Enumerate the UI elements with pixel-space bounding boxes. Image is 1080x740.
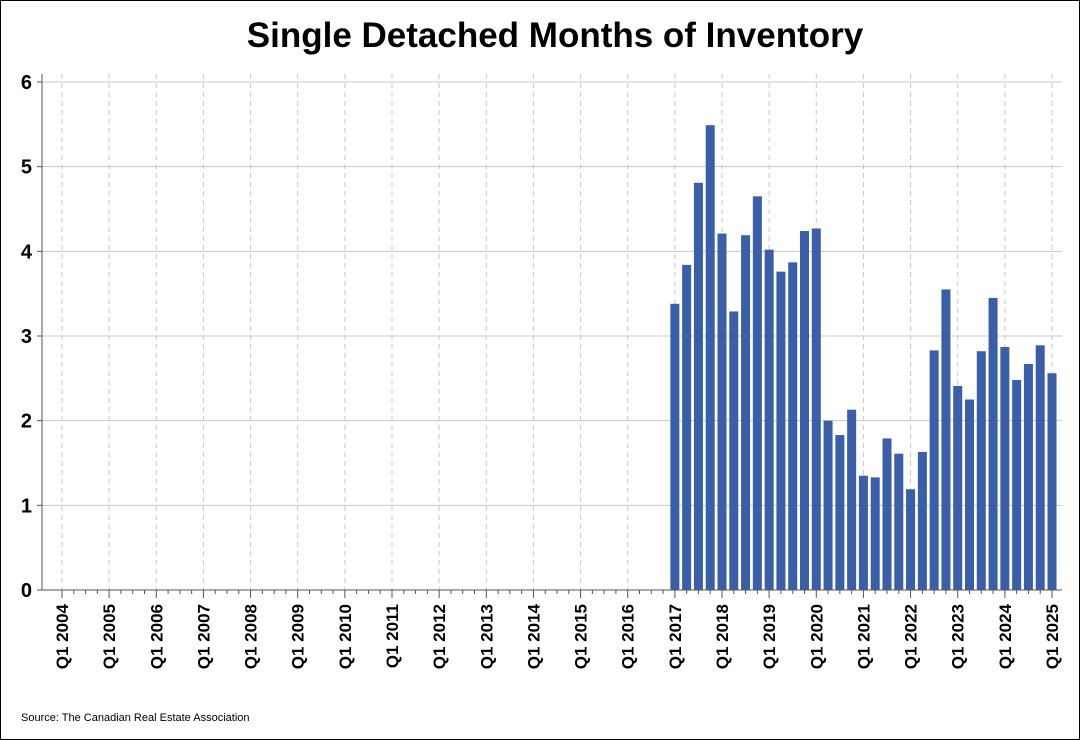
x-tick-label: Q1 2018 (713, 604, 732, 669)
x-tick-label: Q1 2008 (242, 604, 261, 669)
bar (894, 453, 904, 590)
chart-title: Single Detached Months of Inventory (246, 16, 864, 55)
bar (1023, 363, 1033, 590)
bar (847, 409, 857, 590)
x-tick-label: Q1 2025 (1043, 604, 1062, 669)
bar (717, 233, 727, 590)
x-tick-label: Q1 2022 (902, 604, 921, 669)
y-tick-label: 0 (21, 580, 32, 602)
bar (729, 311, 739, 590)
y-tick-label: 5 (21, 157, 32, 179)
bar (906, 489, 916, 590)
bar (965, 399, 974, 590)
bar (811, 228, 821, 590)
bar (1035, 345, 1045, 590)
x-tick-label: Q1 2015 (572, 604, 591, 669)
bar (752, 196, 762, 591)
bar (788, 262, 798, 590)
bar (776, 271, 786, 590)
bar (1000, 347, 1010, 590)
y-tick-label: 4 (21, 241, 33, 263)
bar (870, 477, 880, 590)
bar (1012, 380, 1022, 590)
y-tick-label: 2 (21, 411, 32, 433)
x-tick-label: Q1 2012 (430, 604, 449, 669)
x-tick-label: Q1 2019 (760, 604, 779, 669)
x-tick-label: Q1 2014 (524, 603, 543, 669)
x-tick-label: Q1 2020 (807, 604, 826, 669)
bar (741, 235, 751, 590)
bar (941, 289, 951, 590)
bar (882, 438, 892, 590)
x-tick-label: Q1 2024 (996, 603, 1015, 669)
bar (682, 264, 692, 590)
x-tick-label: Q1 2010 (336, 604, 355, 669)
x-tick-label: Q1 2023 (949, 604, 968, 669)
x-tick-label: Q1 2016 (619, 604, 638, 669)
x-tick-label: Q1 2011 (383, 604, 402, 668)
y-tick-label: 3 (21, 326, 32, 348)
x-tick-label: Q1 2009 (289, 604, 308, 669)
x-tick-label: Q1 2007 (194, 604, 213, 669)
x-tick-label: Q1 2005 (100, 604, 119, 669)
bar (988, 297, 998, 590)
bar (976, 351, 986, 590)
y-tick-label: 6 (21, 72, 32, 94)
x-tick-label: Q1 2013 (477, 604, 496, 669)
bar (693, 182, 703, 590)
bar (705, 125, 715, 591)
x-tick-label: Q1 2021 (854, 604, 873, 669)
bar (858, 475, 868, 590)
bar (953, 385, 963, 590)
bar (670, 303, 680, 590)
bar (800, 231, 809, 590)
bar (1047, 373, 1057, 590)
x-tick-label: Q1 2017 (666, 604, 685, 669)
bar (917, 451, 927, 590)
x-tick-label: Q1 2004 (53, 603, 72, 669)
bar (929, 350, 939, 590)
bar (823, 420, 833, 590)
y-tick-label: 1 (21, 495, 32, 517)
x-tick-label: Q1 2006 (147, 604, 166, 669)
source-note: Source: The Canadian Real Estate Associa… (21, 712, 250, 724)
bar (835, 435, 845, 590)
bar (764, 249, 774, 590)
